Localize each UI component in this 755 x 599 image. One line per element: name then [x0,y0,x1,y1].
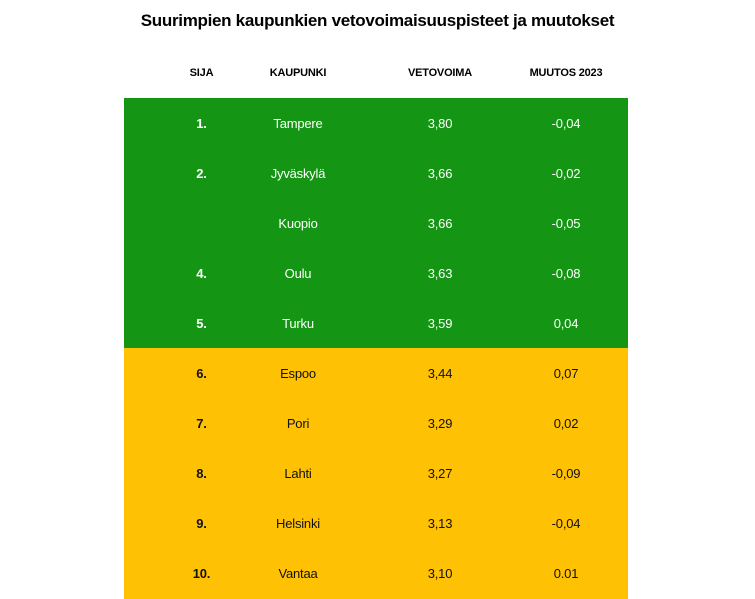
page-title: Suurimpien kaupunkien vetovoimaisuuspist… [140,11,615,30]
score-cell: 3,44 [427,365,453,381]
city-cell: Kuopio [278,215,318,231]
table-row: 4. Oulu 3,63 -0,08 [124,248,628,298]
table-row: 8. Lahti 3,27 -0,09 [124,448,628,498]
table-row: 10. Vantaa 3,10 0.01 [124,548,628,598]
change-cell: -0,08 [551,265,581,281]
change-cell: 0,04 [553,315,579,331]
table-row: 2. Jyväskylä 3,66 -0,02 [124,148,628,198]
change-cell: -0,05 [551,215,581,231]
change-cell: -0,04 [551,115,581,131]
table-row: 5. Turku 3,59 0,04 [124,298,628,348]
rank-cell: 7. [196,415,207,431]
table-body: 1. Tampere 3,80 -0,04 2. Jyväskylä 3,66 -0,02 Ku… [124,98,628,599]
table-row: 1. Tampere 3,80 -0,04 [124,98,628,148]
rank-cell: 4. [196,265,207,281]
top-five-section: 1. Tampere 3,80 -0,04 2. Jyväskylä 3,66 -0,02 Ku… [124,98,628,348]
city-cell: Pori [286,415,310,431]
table-row: 7. Pori 3,29 0,02 [124,398,628,448]
change-cell: -0,09 [551,465,581,481]
header-muutos: MUUTOS 2023 [529,67,603,79]
rank-cell: 6. [196,365,207,381]
city-cell: Espoo [280,365,316,381]
city-cell: Jyväskylä [270,165,326,181]
score-cell: 3,66 [427,215,453,231]
change-cell: -0,04 [551,515,581,531]
rank-cell: 9. [196,515,207,531]
table-row: Kuopio 3,66 -0,05 [124,198,628,248]
city-cell: Turku [282,315,314,331]
city-cell: Lahti [284,465,312,481]
table-row: 9. Helsinki 3,13 -0,04 [124,498,628,548]
city-cell: Helsinki [276,515,320,531]
rank-cell: 2. [196,165,207,181]
change-cell: 0,02 [553,415,579,431]
score-cell: 3,63 [427,265,453,281]
rank-cell: 10. [192,565,211,581]
change-cell: 0.01 [553,565,579,581]
city-cell: Tampere [273,115,323,131]
city-cell: Oulu [284,265,312,281]
score-cell: 3,13 [427,515,453,531]
score-cell: 3,29 [427,415,453,431]
header-sija: SIJA [189,67,214,79]
change-cell: 0,07 [553,365,579,381]
header-kaupunki: KAUPUNKI [269,67,327,79]
table-row: 6. Espoo 3,44 0,07 [124,348,628,398]
score-cell: 3,80 [427,115,453,131]
rank-cell: 8. [196,465,207,481]
header-vetovoima: VETOVOIMA [407,67,472,79]
score-cell: 3,59 [427,315,453,331]
city-cell: Vantaa [278,565,318,581]
rank-cell: 1. [196,115,207,131]
score-cell: 3,66 [427,165,453,181]
bottom-five-section: 6. Espoo 3,44 0,07 7. Pori 3,29 0,02 8. Lahti 3,27… [124,348,628,599]
score-cell: 3,10 [427,565,453,581]
score-cell: 3,27 [427,465,453,481]
change-cell: -0,02 [551,165,581,181]
table-header-row: SIJA KAUPUNKI VETOVOIMA MUUTOS 2023 [124,60,628,86]
rank-cell: 5. [196,315,207,331]
